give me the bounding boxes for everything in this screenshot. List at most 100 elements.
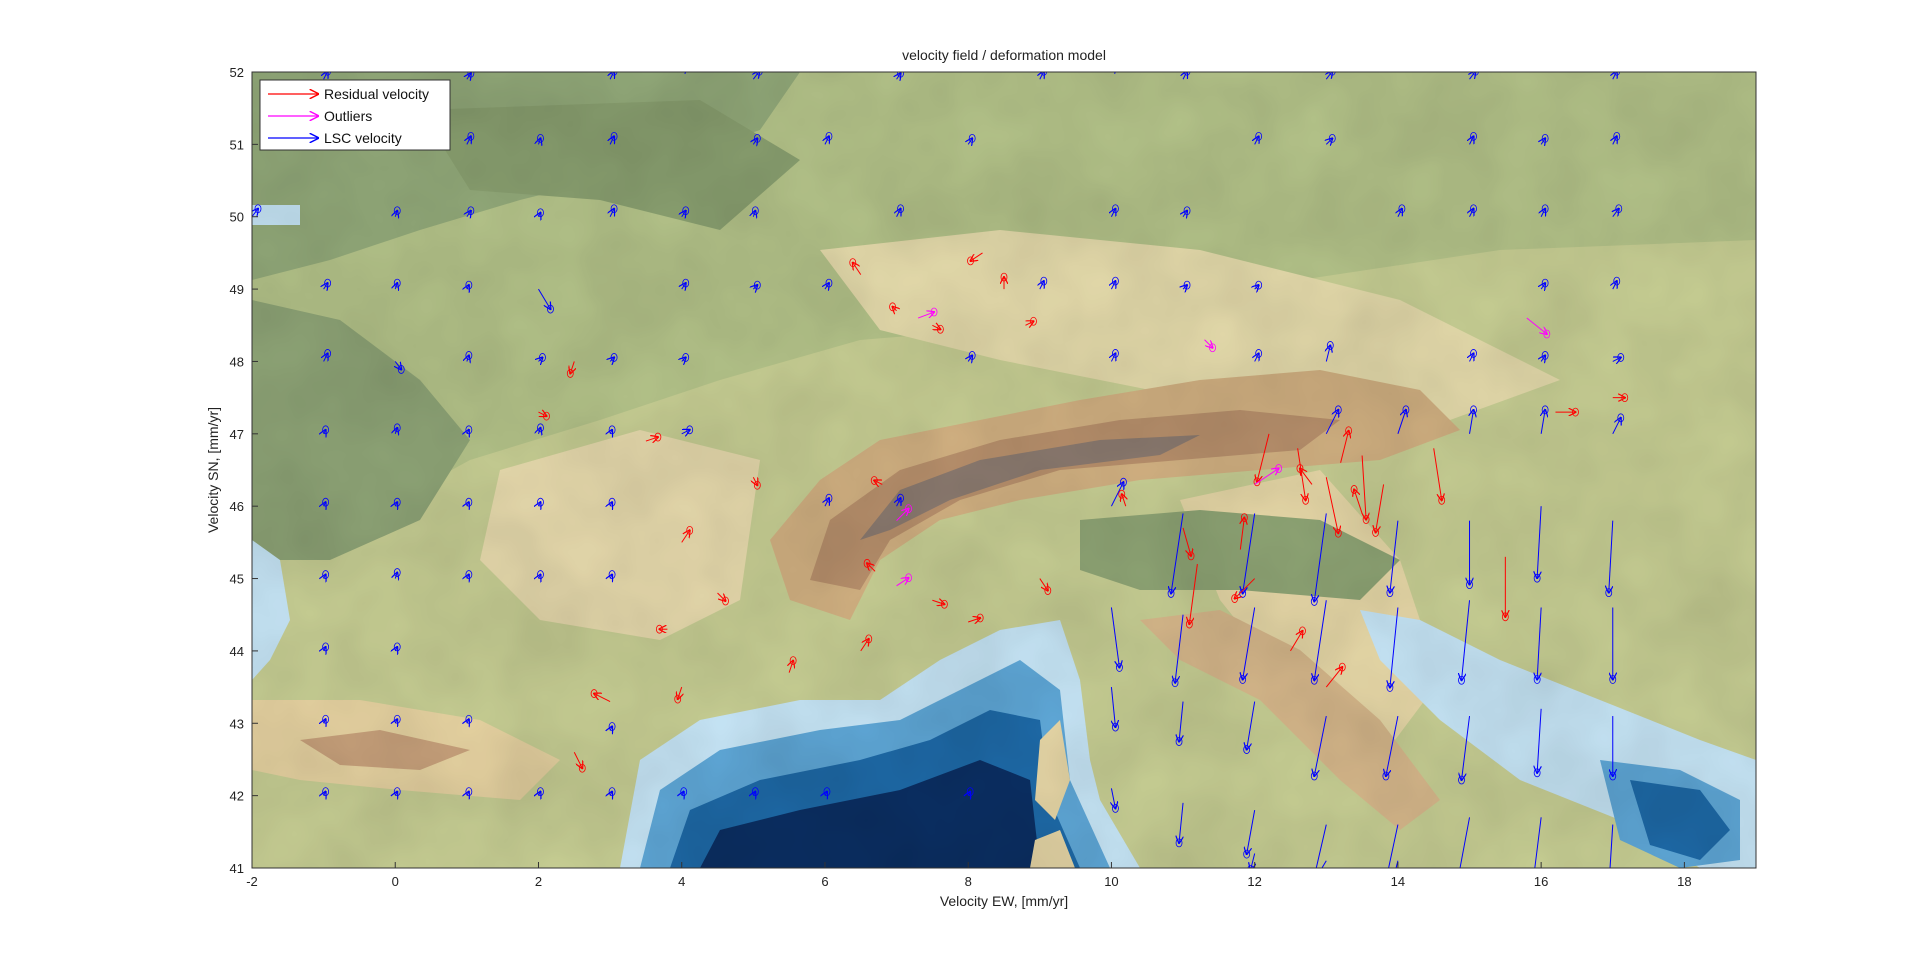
lsc-error-ellipse xyxy=(249,60,255,68)
residual-error-ellipse xyxy=(543,411,550,421)
lsc-error-ellipse xyxy=(1615,204,1623,214)
lsc-error-ellipse xyxy=(1387,889,1393,897)
lsc-error-ellipse xyxy=(1239,675,1247,684)
lsc-vector xyxy=(1247,701,1256,750)
lsc-error-ellipse xyxy=(1458,675,1465,685)
lsc-vector xyxy=(1537,708,1542,773)
lsc-vector xyxy=(1183,72,1187,80)
lsc-vector xyxy=(1255,353,1259,362)
outlier-vector xyxy=(1204,339,1213,348)
residual-vector xyxy=(678,686,682,699)
lsc-error-ellipse xyxy=(610,353,618,362)
lsc-error-ellipse xyxy=(1258,60,1264,68)
lsc-error-ellipse xyxy=(1542,60,1548,68)
lsc-vector xyxy=(395,72,399,73)
lsc-error-ellipse xyxy=(608,787,616,797)
y-tick-label: 44 xyxy=(230,644,244,659)
lsc-error-ellipse xyxy=(610,131,618,141)
lsc-vector xyxy=(1390,607,1399,687)
lsc-error-ellipse xyxy=(396,60,402,68)
residual-error-ellipse xyxy=(1000,272,1008,282)
lsc-error-ellipse xyxy=(1112,62,1118,70)
residual-vector xyxy=(573,751,582,768)
lsc-error-ellipse xyxy=(1470,405,1477,415)
residual-error-ellipse xyxy=(889,302,896,312)
lsc-vector xyxy=(1612,357,1621,361)
lsc-vector xyxy=(1613,136,1617,145)
lsc-error-ellipse xyxy=(608,570,616,579)
x-tick-label: -2 xyxy=(246,874,258,889)
lsc-error-ellipse xyxy=(393,568,401,577)
lsc-error-ellipse xyxy=(1617,413,1625,423)
lsc-error-ellipse xyxy=(1458,775,1465,785)
lsc-error-ellipse xyxy=(537,570,544,579)
residual-error-ellipse xyxy=(1345,426,1353,436)
lsc-vector xyxy=(1326,138,1332,144)
lsc-error-ellipse xyxy=(1112,276,1119,286)
lsc-error-ellipse xyxy=(686,425,694,435)
lsc-error-ellipse xyxy=(897,72,904,78)
legend: Residual velocity Outliers LSC velocity xyxy=(259,79,451,151)
lsc-vector xyxy=(1462,600,1471,680)
residual-vector xyxy=(853,263,862,275)
lsc-vector xyxy=(252,209,258,218)
residual-error-ellipse xyxy=(1044,586,1052,595)
lsc-error-ellipse xyxy=(1541,133,1549,143)
lsc-error-ellipse xyxy=(682,206,690,216)
y-tick-label: 50 xyxy=(230,210,244,225)
lsc-error-ellipse xyxy=(683,62,689,70)
lsc-error-ellipse xyxy=(897,493,904,503)
residual-vector xyxy=(932,325,940,329)
axis-ticks: -2 0 2 4 6 8 10 12 14 16 1841424344454647484950515… xyxy=(230,65,1692,889)
residual-vector xyxy=(1025,321,1033,325)
lsc-vector xyxy=(1395,860,1399,868)
residual-error-ellipse xyxy=(1118,489,1126,499)
chart-title: velocity field / deformation model xyxy=(902,47,1106,63)
residual-error-ellipse xyxy=(1187,551,1195,561)
lsc-vector xyxy=(1255,285,1259,289)
lsc-error-ellipse xyxy=(1171,678,1179,688)
residual-vector xyxy=(538,412,546,416)
lsc-vector xyxy=(1111,209,1115,217)
lsc-vector xyxy=(1255,136,1259,145)
residual-error-ellipse xyxy=(722,596,729,606)
lsc-error-ellipse xyxy=(825,278,833,288)
lsc-vector xyxy=(1314,600,1327,680)
outlier-vector xyxy=(1526,317,1547,334)
lsc-vector xyxy=(1111,353,1115,362)
legend-label-lsc: LSC velocity xyxy=(324,130,402,146)
residual-error-ellipse xyxy=(1240,513,1248,522)
lsc-error-ellipse xyxy=(1183,206,1191,216)
x-tick-label: 8 xyxy=(965,874,972,889)
lsc-vector xyxy=(1254,72,1256,73)
lsc-error-ellipse xyxy=(825,493,833,503)
lsc-error-ellipse xyxy=(465,714,473,724)
lsc-vector xyxy=(1110,482,1123,507)
lsc-error-ellipse xyxy=(1255,349,1263,358)
residual-error-ellipse xyxy=(1362,515,1370,524)
outlier-vector xyxy=(896,509,909,522)
lsc-error-ellipse xyxy=(1533,675,1541,684)
lsc-vector xyxy=(610,357,614,361)
lsc-error-ellipse xyxy=(1311,873,1317,881)
lsc-error-ellipse xyxy=(1609,771,1617,781)
residual-vector xyxy=(1376,484,1385,532)
outlier-error-ellipse xyxy=(930,307,938,317)
residual-error-ellipse xyxy=(976,613,984,623)
lsc-error-ellipse xyxy=(1247,865,1254,868)
lsc-error-ellipse xyxy=(1243,745,1251,754)
lsc-vector xyxy=(1243,513,1256,593)
lsc-error-ellipse xyxy=(465,570,473,579)
y-tick-label: 42 xyxy=(230,789,244,804)
lsc-error-ellipse xyxy=(1398,204,1406,214)
lsc-error-ellipse xyxy=(823,787,831,797)
lsc-error-ellipse xyxy=(254,204,262,214)
residual-error-ellipse xyxy=(1302,495,1310,505)
lsc-vector xyxy=(681,430,690,434)
lsc-vector xyxy=(753,72,759,80)
lsc-error-ellipse xyxy=(1310,597,1318,606)
lsc-error-ellipse xyxy=(467,131,475,141)
lsc-vector xyxy=(467,355,469,361)
lsc-vector xyxy=(1040,72,1044,80)
